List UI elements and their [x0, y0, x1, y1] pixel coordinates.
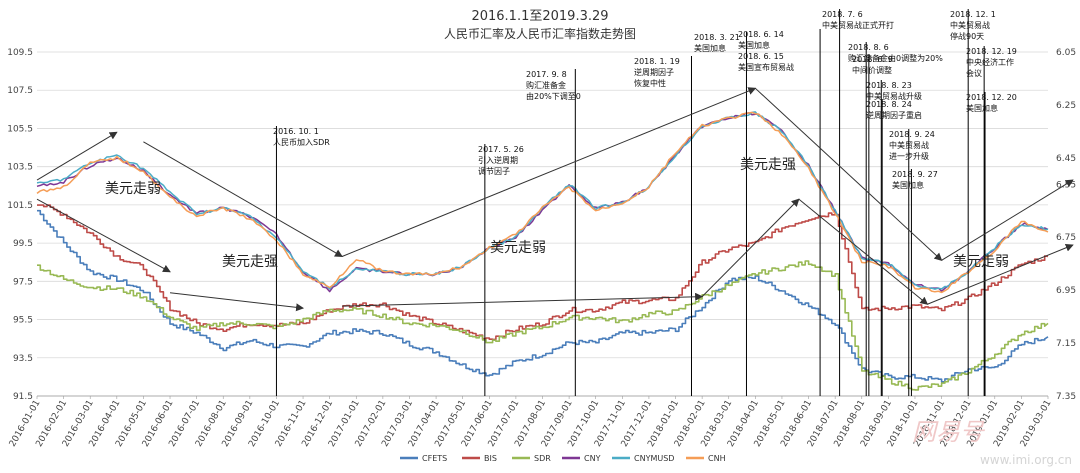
- left-axis-tick-label: 109.5: [7, 48, 33, 58]
- trend-arrow: [36, 198, 171, 273]
- left-axis-tick-label: 91.5: [13, 392, 33, 402]
- chart-title: 2016.1.1至2019.3.29: [471, 9, 608, 24]
- trend-arrow: [36, 131, 118, 181]
- right-axis-tick-label: 6.45: [1056, 154, 1076, 164]
- event-annotation: 引入逆周期: [478, 155, 518, 165]
- event-annotation: 美国加息: [966, 103, 998, 113]
- trend-arrow: [941, 179, 1074, 261]
- legend-label: BIS: [484, 454, 497, 463]
- phase-label: 美元走弱: [105, 181, 161, 197]
- trend-arrows: [36, 87, 1074, 312]
- event-annotation: 中间价调整: [852, 65, 892, 75]
- event-annotation: 人民币加入SDR: [273, 137, 330, 147]
- trend-arrow: [798, 198, 929, 305]
- event-annotation: 2018. 12. 19: [966, 47, 1017, 56]
- series-line-cfets: [37, 209, 1049, 383]
- event-annotation: 2018. 9. 24: [889, 130, 935, 139]
- left-axis-tick-label: 101.5: [7, 201, 33, 211]
- trend-arrow: [169, 292, 305, 312]
- left-axis-tick-label: 99.5: [13, 239, 33, 249]
- event-annotation: 美国宣布贸易战: [738, 62, 794, 72]
- legend-label: CFETS: [422, 454, 447, 463]
- watermark-url: www.imi.org.cn: [980, 453, 1072, 467]
- event-annotation: 2018. 7. 6: [822, 10, 863, 19]
- event-annotation: 2018. 1. 19: [634, 57, 680, 66]
- event-annotation: 2017. 5. 26: [478, 145, 524, 154]
- event-annotation: 2018. 6. 14: [738, 30, 784, 39]
- trend-arrow: [143, 141, 343, 257]
- event-annotation: 2018. 8. 24: [866, 100, 912, 109]
- legend-label: SDR: [534, 454, 551, 463]
- event-annotation: 中央经济工作: [966, 57, 1014, 67]
- right-axis-tick-label: 7.35: [1056, 392, 1076, 402]
- legend-label: CNY: [584, 454, 601, 463]
- event-annotation: 恢复中性: [634, 78, 666, 88]
- event-annotation: 进一步升级: [889, 151, 929, 161]
- phase-label: 美元走强: [222, 254, 278, 270]
- right-axis-tick-label: 6.25: [1056, 101, 1076, 111]
- legend: CFETS BIS SDR CNY CNYMUSD CNH: [400, 454, 726, 463]
- phase-label: 美元走强: [740, 157, 796, 173]
- left-axis-tick-label: 95.5: [13, 316, 33, 326]
- event-annotation: 2018. 6. 15: [738, 52, 784, 61]
- trend-arrow: [755, 87, 943, 261]
- trend-arrow: [701, 198, 800, 297]
- event-annotation: 2018. 8. 23: [866, 81, 912, 90]
- left-axis-tick-label: 107.5: [7, 86, 33, 96]
- event-annotation: 中美贸易战升级: [866, 91, 922, 101]
- event-annotation: 2018. 12. 1: [950, 10, 996, 19]
- event-annotation: 2017. 9. 8: [526, 70, 567, 79]
- right-axis-tick-label: 6.05: [1056, 48, 1076, 58]
- watermark: 网易号 www.imi.org.cn: [912, 418, 1072, 467]
- event-annotation: 会议: [966, 68, 982, 78]
- event-annotation: 2018. 3. 21: [694, 33, 740, 42]
- event-annotation: 美国加息: [694, 43, 726, 53]
- phase-label: 美元走弱: [953, 254, 1009, 270]
- legend-label: CNH: [708, 454, 726, 463]
- event-annotation: 中美贸易战: [950, 20, 990, 30]
- event-annotation: 2018. 8. 9: [852, 55, 893, 64]
- event-annotation: 美国加息: [738, 40, 770, 50]
- chart-subtitle: 人民币汇率及人民币汇率指数走势图: [444, 26, 636, 41]
- event-annotation: 购汇准备金: [526, 80, 566, 90]
- event-annotation: 逆周期因子: [634, 67, 674, 77]
- left-axis-tick-label: 103.5: [7, 163, 33, 173]
- phase-label: 美元走弱: [490, 240, 546, 256]
- left-axis-ticks: 109.5 107.5 105.5 103.5 101.5 99.5 97.5 95.5 93.…: [7, 48, 33, 402]
- event-annotation: 2016. 10. 1: [273, 127, 319, 136]
- event-annotation: 中美贸易战正式开打: [822, 20, 894, 30]
- event-annotation: 美国加息: [892, 180, 924, 190]
- legend-label: CNYMUSD: [634, 454, 674, 463]
- right-axis-tick-label: 6.75: [1056, 233, 1076, 243]
- event-annotation: 逆周期因子重启: [866, 110, 922, 120]
- event-annotation: 2018. 9. 27: [892, 170, 938, 179]
- left-axis-tick-label: 93.5: [13, 354, 33, 364]
- right-axis-tick-label: 6.95: [1056, 286, 1076, 296]
- right-axis-tick-label: 7.15: [1056, 339, 1076, 349]
- event-annotation: 调节因子: [478, 167, 510, 176]
- left-axis-tick-label: 105.5: [7, 124, 33, 134]
- watermark-logo-text: 网易号: [912, 418, 986, 446]
- left-axis-tick-label: 97.5: [13, 277, 33, 287]
- event-annotation: 2018. 12. 20: [966, 93, 1017, 102]
- trend-arrow: [342, 292, 704, 307]
- event-annotation: 购汇准备金由0调整为20%: [848, 53, 943, 63]
- event-annotation: 2018. 8. 6: [848, 43, 889, 52]
- trend-arrow: [341, 87, 757, 257]
- event-annotation: 由20%下调至0: [526, 91, 581, 101]
- trend-arrow: [927, 243, 1074, 305]
- event-annotation: 停战90天: [950, 31, 984, 41]
- event-annotation: 中美贸易战: [889, 140, 929, 150]
